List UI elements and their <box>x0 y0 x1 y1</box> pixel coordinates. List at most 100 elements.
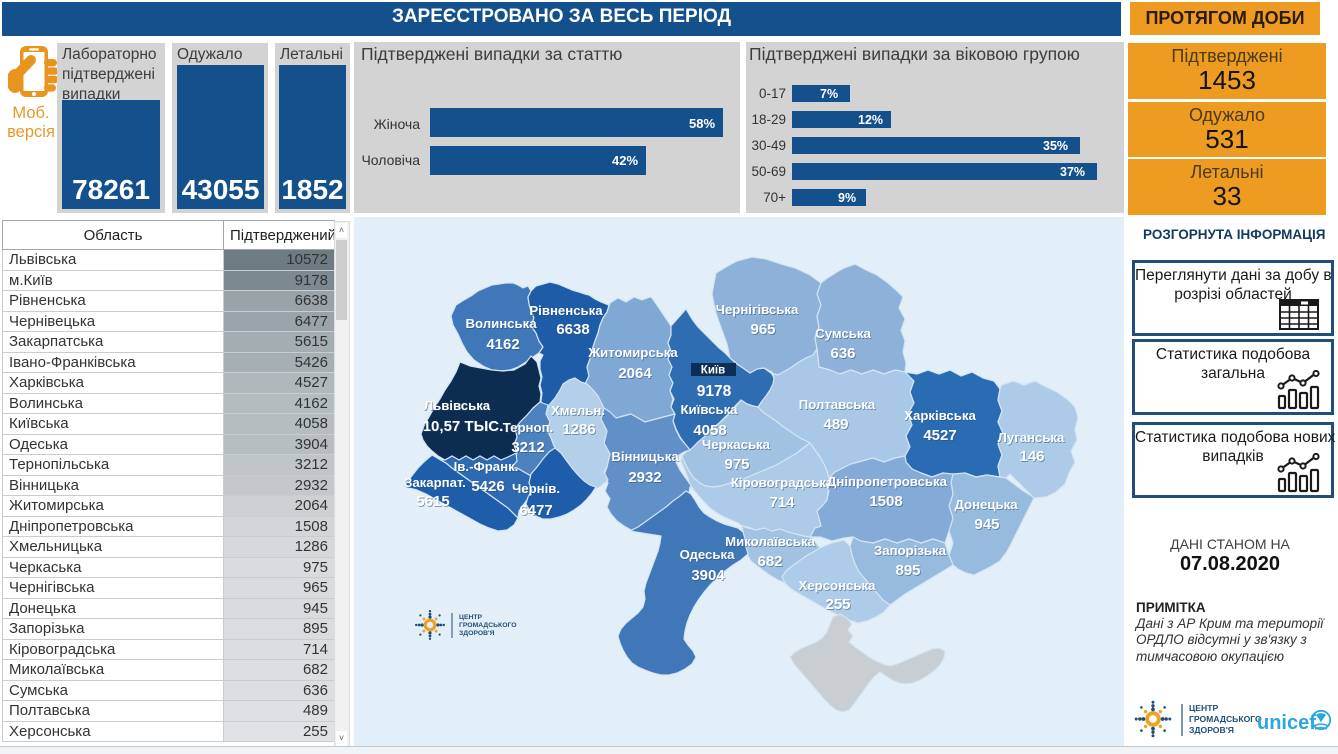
svg-text:975: 975 <box>725 457 750 474</box>
svg-text:146: 146 <box>1019 448 1044 465</box>
svg-text:146: 146 <box>1020 449 1045 466</box>
svg-text:255: 255 <box>825 596 850 613</box>
svg-text:unicef: unicef <box>1257 712 1316 734</box>
svg-text:965: 965 <box>750 321 775 338</box>
svg-text:Львівська: Львівська <box>425 399 492 414</box>
svg-text:3904: 3904 <box>691 567 725 584</box>
svg-text:Житомирська: Житомирська <box>588 346 679 361</box>
svg-text:1286: 1286 <box>562 421 595 438</box>
svg-text:Полтавська: Полтавська <box>800 398 877 413</box>
svg-text:ЦЕНТР: ЦЕНТР <box>459 614 483 621</box>
svg-text:Волинська: Волинська <box>466 317 538 332</box>
svg-text:Луганська: Луганська <box>998 430 1065 445</box>
svg-text:4162: 4162 <box>487 337 520 354</box>
svg-text:Херсонська: Херсонська <box>799 578 877 593</box>
svg-text:2932: 2932 <box>628 469 661 486</box>
svg-text:Рівненська: Рівненська <box>530 304 604 319</box>
svg-text:Закарпат.: Закарпат. <box>405 476 467 491</box>
svg-text:10,57 ТЫС.: 10,57 ТЫС. <box>423 418 504 435</box>
svg-text:3904: 3904 <box>692 568 726 585</box>
svg-text:Рівненська: Рівненська <box>529 303 603 318</box>
svg-text:5426: 5426 <box>472 479 505 496</box>
svg-text:Запорізька: Запорізька <box>875 544 948 559</box>
svg-text:3212: 3212 <box>512 440 545 457</box>
svg-text:714: 714 <box>770 495 796 512</box>
svg-text:5615: 5615 <box>416 493 449 510</box>
svg-text:Терноп.: Терноп. <box>504 421 554 436</box>
svg-text:Херсонська: Херсонська <box>799 579 877 594</box>
svg-text:Чернігівська: Чернігівська <box>716 303 799 318</box>
svg-text:ЦЕНТР: ЦЕНТР <box>1189 703 1218 713</box>
svg-text:Миколаївська: Миколаївська <box>726 535 816 550</box>
svg-text:945: 945 <box>974 516 999 533</box>
svg-text:Одеська: Одеська <box>680 547 736 562</box>
svg-text:636: 636 <box>831 346 856 363</box>
svg-text:Дніпропетровська: Дніпропетровська <box>827 474 948 489</box>
svg-text:ГРОМАДСЬКОГО: ГРОМАДСЬКОГО <box>459 622 517 629</box>
svg-text:Черкаська: Черкаська <box>703 438 772 453</box>
svg-text:Кіровоградська: Кіровоградська <box>732 476 835 491</box>
svg-text:636: 636 <box>830 345 855 362</box>
svg-text:ЗДОРОВ'Я: ЗДОРОВ'Я <box>1189 725 1234 735</box>
svg-text:Черкаська: Черкаська <box>702 437 771 452</box>
svg-text:Чернів.: Чернів. <box>512 481 560 496</box>
svg-text:6638: 6638 <box>556 321 589 338</box>
svg-text:2932: 2932 <box>629 470 662 487</box>
svg-text:Кіровоградська: Кіровоградська <box>731 475 834 490</box>
svg-text:Харківська: Харківська <box>905 409 977 424</box>
svg-text:Хмельн.: Хмельн. <box>551 403 605 418</box>
svg-text:Ів.-Франк.: Ів.-Франк. <box>454 460 519 475</box>
svg-text:6638: 6638 <box>557 322 590 339</box>
svg-text:10,57 ТЫС.: 10,57 ТЫС. <box>424 419 505 436</box>
svg-text:895: 895 <box>896 563 921 580</box>
svg-text:4527: 4527 <box>924 428 957 445</box>
svg-text:ЗДОРОВ'Я: ЗДОРОВ'Я <box>459 630 495 637</box>
svg-text:Миколаївська: Миколаївська <box>725 534 815 549</box>
svg-text:Терноп.: Терноп. <box>503 420 553 435</box>
svg-text:Хмельн.: Хмельн. <box>552 404 606 419</box>
svg-text:975: 975 <box>724 456 749 473</box>
svg-text:489: 489 <box>824 417 849 434</box>
svg-text:6477: 6477 <box>520 503 553 520</box>
svg-text:4162: 4162 <box>486 336 519 353</box>
svg-text:4527: 4527 <box>923 427 956 444</box>
svg-text:Харківська: Харківська <box>904 408 976 423</box>
svg-text:Запорізька: Запорізька <box>874 543 947 558</box>
svg-text:Донецька: Донецька <box>955 498 1019 513</box>
svg-text:255: 255 <box>826 597 851 614</box>
svg-text:Закарпат.: Закарпат. <box>404 475 466 490</box>
svg-text:ГРОМАДСЬКОГО: ГРОМАДСЬКОГО <box>1189 714 1262 724</box>
svg-text:1286: 1286 <box>563 422 596 439</box>
svg-text:965: 965 <box>751 322 776 339</box>
svg-text:Вінницька: Вінницька <box>611 449 679 464</box>
svg-text:682: 682 <box>758 554 783 571</box>
svg-text:714: 714 <box>769 494 795 511</box>
svg-text:9178: 9178 <box>697 383 732 400</box>
svg-text:Луганська: Луганська <box>998 431 1065 446</box>
svg-text:6477: 6477 <box>519 502 552 519</box>
svg-text:Житомирська: Житомирська <box>587 345 678 360</box>
svg-text:Львівська: Львівська <box>424 398 491 413</box>
svg-text:4058: 4058 <box>694 423 727 440</box>
svg-text:895: 895 <box>895 562 920 579</box>
svg-text:5426: 5426 <box>471 478 504 495</box>
svg-text:Чернів.: Чернів. <box>513 482 561 497</box>
svg-text:489: 489 <box>823 416 848 433</box>
svg-text:Волинська: Волинська <box>465 316 537 331</box>
svg-text:Вінницька: Вінницька <box>612 450 680 465</box>
svg-text:Полтавська: Полтавська <box>799 397 876 412</box>
svg-text:2064: 2064 <box>619 366 653 383</box>
svg-text:Київська: Київська <box>681 403 739 418</box>
svg-text:5615: 5615 <box>417 494 450 511</box>
svg-text:Київ: Київ <box>701 365 725 377</box>
svg-text:Київська: Київська <box>680 402 738 417</box>
svg-text:682: 682 <box>757 553 782 570</box>
svg-text:Одеська: Одеська <box>680 548 736 563</box>
svg-text:Сумська: Сумська <box>815 326 871 341</box>
svg-text:2064: 2064 <box>618 365 652 382</box>
svg-text:3212: 3212 <box>511 439 544 456</box>
svg-text:Чернігівська: Чернігівська <box>716 302 799 317</box>
svg-text:Сумська: Сумська <box>816 327 872 342</box>
svg-text:Донецька: Донецька <box>954 497 1018 512</box>
svg-text:Дніпропетровська: Дніпропетровська <box>828 475 949 490</box>
